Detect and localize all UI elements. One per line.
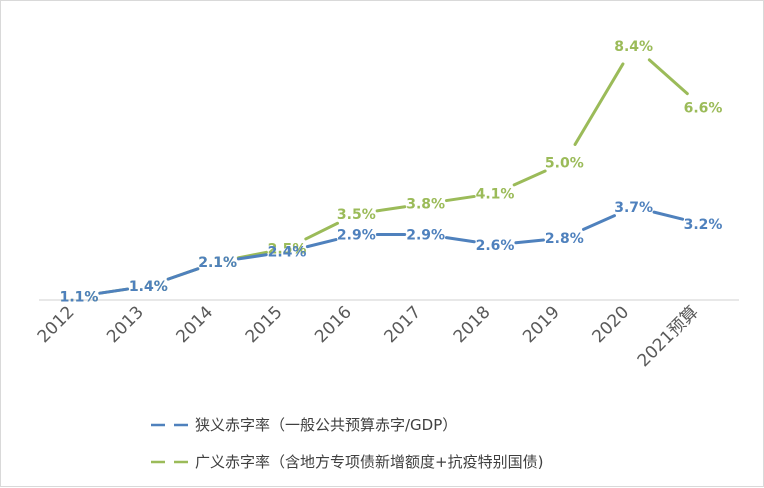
x-tick-label: 2020 [588,302,633,347]
series-broad-segment [573,62,625,146]
series-broad-segment [304,221,340,241]
data-label-narrow: 3.7% [614,200,653,216]
x-tick-layer: 2012 2013 2014 2015 2016 2017 2018 2019 2020 2021… [34,302,703,371]
data-label-broad: 8.4% [614,39,653,55]
data-label-broad: 5.0% [545,156,584,172]
legend-entry-narrow: 狭义赤字率（一般公共预算赤字/GDP） [151,416,457,434]
data-label-layer: 1.1% 1.4% 2.1% 2.5% 3.5% 3.8% 4.1% 5.0% 8.4% 6.6%… [60,39,723,305]
data-label-broad: 4.1% [476,186,515,202]
series-narrow-segment [582,214,616,231]
x-tick-label: 2019 [519,302,564,347]
series-narrow-segment [98,287,130,295]
series-broad-segment [512,169,547,187]
legend-label-broad: 广义赤字率（含地方专项债新增额度+抗疫特别国债) [195,453,543,471]
series-narrow-segment [514,238,545,245]
series-narrow-segment [305,238,338,249]
data-label-broad: 6.6% [684,101,723,117]
data-label-broad: 2.1% [198,255,237,271]
data-label-broad: 1.4% [129,279,168,295]
legend-label-narrow: 狭义赤字率（一般公共预算赤字/GDP） [195,416,457,434]
data-label-narrow: 3.2% [684,217,723,233]
x-tick-label: 2017 [380,302,425,347]
series-narrow-segment [652,210,685,221]
data-label-narrow: 2.8% [545,231,584,247]
x-tick-label: 2021预算 [634,302,703,371]
data-label-broad: 3.5% [337,207,376,223]
x-tick-label: 2016 [311,302,356,347]
series-layer [98,58,689,295]
data-label-broad: 3.8% [406,197,445,213]
series-narrow-segment [236,253,268,261]
x-tick-label: 2018 [450,302,495,347]
series-narrow-segment [444,236,476,244]
data-label-narrow: 2.9% [406,228,445,244]
data-label-narrow: 2.9% [337,228,376,244]
data-label-broad: 1.1% [60,289,99,305]
series-broad-segment [444,194,476,203]
series-broad-segment [647,58,689,96]
data-label-narrow: 1.1% [60,289,99,305]
data-label-narrow: 2.4% [268,245,307,261]
series-narrow-segment [166,267,200,281]
data-label-narrow: 2.6% [476,238,515,254]
x-tick-label: 2012 [34,302,79,347]
x-tick-label: 2014 [172,302,217,347]
data-label-broad: 2.5% [268,241,307,257]
series-broad-segment [375,205,407,213]
data-label-narrow: 1.4% [129,279,168,295]
x-tick-label: 2015 [242,302,287,347]
x-tick-label: 2013 [103,302,148,347]
legend: 狭义赤字率（一般公共预算赤字/GDP） 广义赤字率（含地方专项债新增额度+抗疫特… [151,416,543,471]
legend-entry-broad: 广义赤字率（含地方专项债新增额度+抗疫特别国债) [151,453,543,471]
data-label-narrow: 2.1% [198,255,237,271]
